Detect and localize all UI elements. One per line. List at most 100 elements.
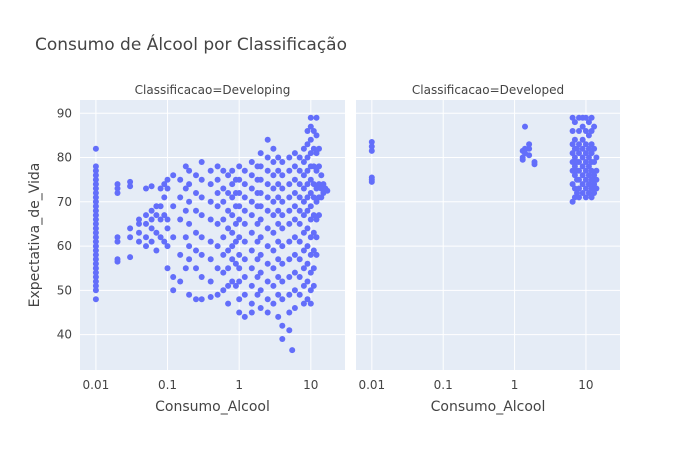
data-point <box>229 167 236 174</box>
data-point <box>236 216 243 223</box>
data-point <box>92 238 99 245</box>
data-point <box>310 163 317 170</box>
panel-developing: Classificacao=Developing 0.01 0.1 1 10 40 50… <box>57 83 345 392</box>
data-point <box>236 176 243 183</box>
x-tick-label: 1 <box>235 378 243 392</box>
data-point <box>279 225 286 232</box>
data-point <box>310 181 317 188</box>
data-point <box>236 251 243 258</box>
data-point <box>92 260 99 267</box>
data-point <box>164 243 171 250</box>
data-point <box>170 234 177 241</box>
data-point <box>310 247 317 254</box>
data-point <box>588 141 595 148</box>
data-point <box>225 247 232 254</box>
data-point <box>248 282 255 289</box>
data-point <box>157 185 164 192</box>
data-point <box>92 247 99 254</box>
data-point <box>289 347 296 354</box>
data-point <box>229 278 236 285</box>
data-point <box>157 203 164 210</box>
x-axis-title-left: Consumo_Alcool <box>155 399 270 415</box>
data-point <box>207 216 214 223</box>
data-point <box>296 256 303 263</box>
data-point <box>257 190 264 196</box>
data-point <box>304 296 311 303</box>
data-point <box>270 159 277 165</box>
data-point <box>241 291 248 298</box>
data-point <box>313 198 320 205</box>
data-point <box>198 251 205 258</box>
data-point <box>275 207 282 214</box>
data-point <box>182 265 189 272</box>
data-point <box>92 207 99 214</box>
data-point <box>579 145 586 152</box>
data-point <box>279 260 286 267</box>
data-point <box>571 185 578 192</box>
data-point <box>193 229 199 236</box>
data-point <box>579 190 586 196</box>
data-point <box>291 190 298 196</box>
data-point <box>92 265 99 272</box>
data-point <box>310 229 317 236</box>
data-point <box>92 274 99 280</box>
data-point <box>143 212 149 219</box>
data-point <box>571 136 578 143</box>
data-point <box>300 265 307 272</box>
data-point <box>569 159 576 165</box>
data-point <box>186 291 193 298</box>
data-point <box>225 207 232 214</box>
data-point <box>148 238 155 245</box>
data-point <box>582 185 589 192</box>
data-point <box>531 161 538 168</box>
data-point <box>248 212 255 219</box>
data-point <box>92 229 99 236</box>
data-point <box>316 163 322 170</box>
data-point <box>186 198 193 205</box>
data-point <box>270 185 277 192</box>
data-point <box>296 167 303 174</box>
data-point <box>236 203 243 210</box>
facet-title-developing: Classificacao=Developing <box>135 83 291 97</box>
data-point <box>304 128 311 134</box>
data-point <box>576 194 582 201</box>
data-point <box>569 198 576 205</box>
data-point <box>92 185 99 192</box>
data-point <box>186 243 193 250</box>
data-point <box>571 119 578 126</box>
data-point <box>220 185 227 192</box>
data-point <box>214 220 221 227</box>
data-point <box>254 220 261 227</box>
data-point <box>114 234 121 241</box>
data-point <box>257 287 264 294</box>
data-point <box>161 194 168 201</box>
data-point <box>264 207 271 214</box>
data-point <box>127 225 134 232</box>
data-point <box>92 282 99 289</box>
data-point <box>92 190 99 196</box>
data-point <box>214 190 221 196</box>
data-point <box>186 167 193 174</box>
data-point <box>286 167 293 174</box>
x-tick-label: 10 <box>303 378 318 392</box>
data-point <box>588 150 595 157</box>
data-point <box>198 296 205 303</box>
data-point <box>307 123 314 130</box>
data-point <box>300 229 307 236</box>
data-point <box>153 212 160 219</box>
data-point <box>148 216 155 223</box>
data-point <box>291 203 298 210</box>
scatter-points <box>92 114 331 354</box>
x-tick-labels: 0.01 0.1 1 10 <box>358 378 593 392</box>
data-point <box>229 243 236 250</box>
data-point <box>241 207 248 214</box>
data-point <box>591 159 598 165</box>
data-point <box>291 216 298 223</box>
data-point <box>182 207 189 214</box>
data-point <box>296 238 303 245</box>
data-point <box>324 187 331 194</box>
data-point <box>92 181 99 188</box>
data-point <box>248 247 255 254</box>
data-point <box>275 256 282 263</box>
x-axis-title-right: Consumo_Alcool <box>431 399 546 415</box>
